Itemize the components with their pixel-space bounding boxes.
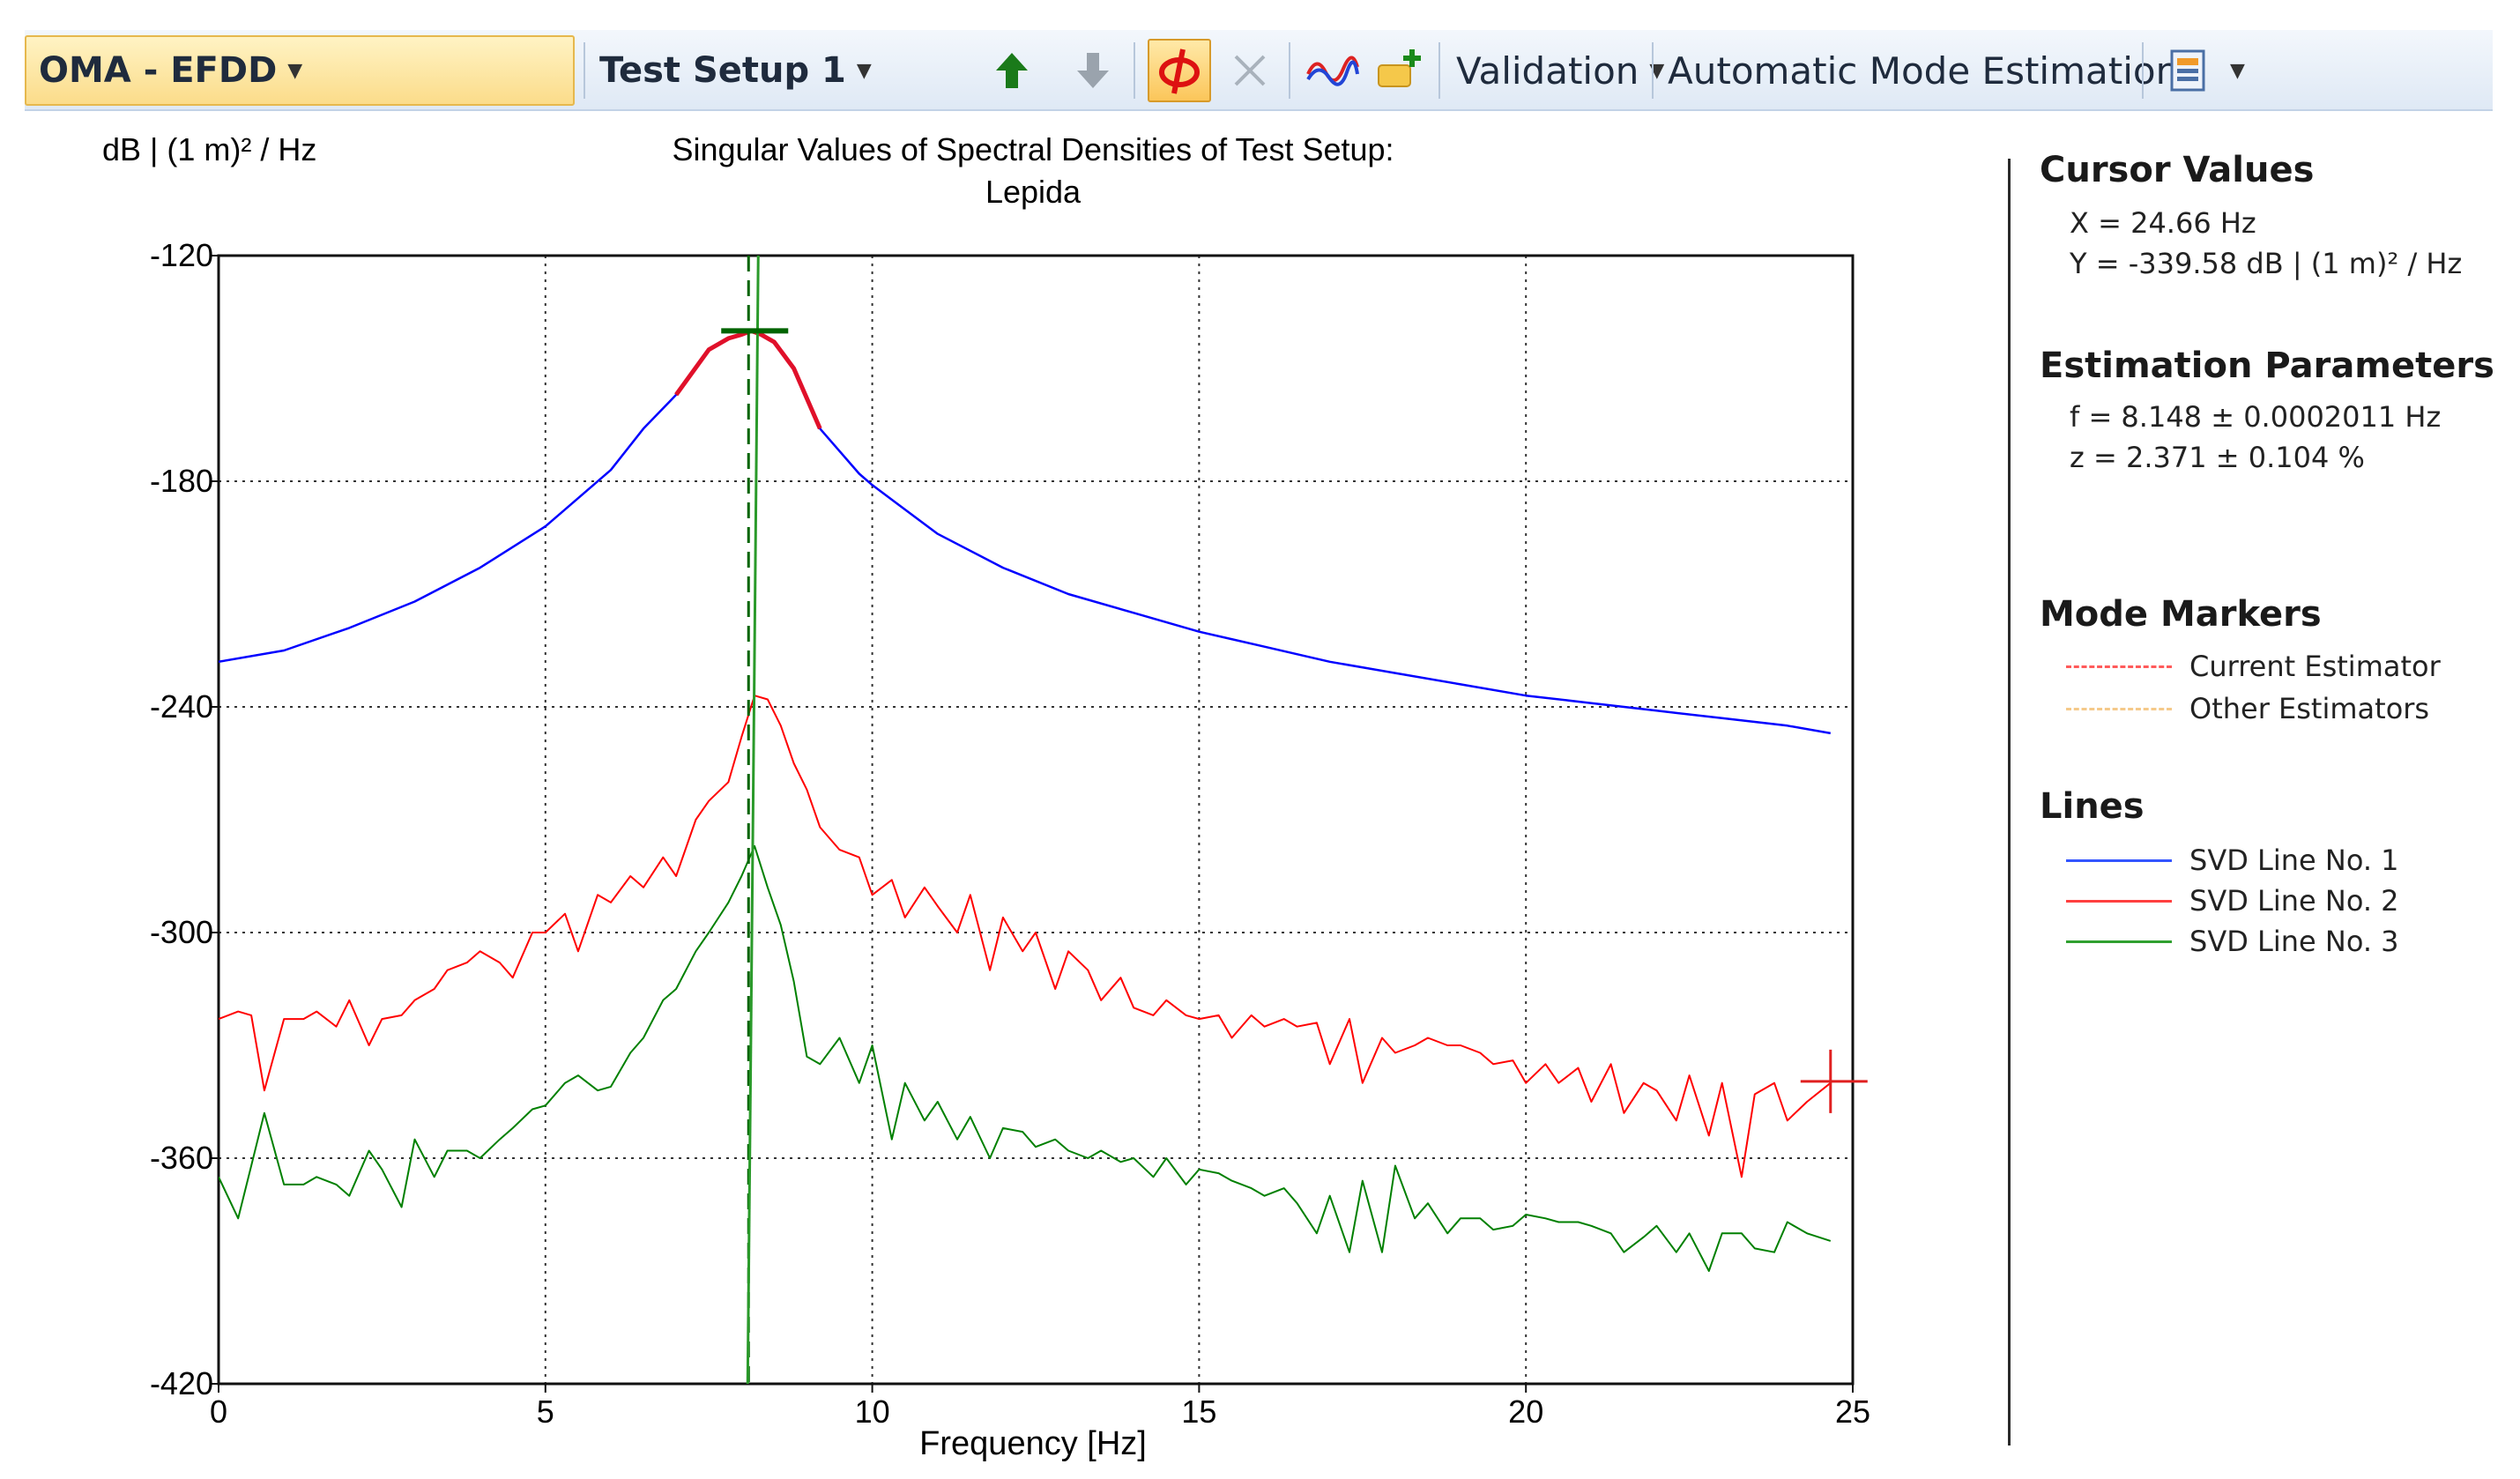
cursor-values-heading: Cursor Values xyxy=(2040,150,2315,190)
y-tick-label: -300 xyxy=(150,914,213,950)
y-axis-unit-label: dB | (1 m)² / Hz xyxy=(102,131,316,167)
estimation-parameters-heading: Estimation Parameters xyxy=(2040,346,2494,386)
svd-line-3 xyxy=(219,844,1832,1272)
mode-estimate-line xyxy=(746,255,760,1385)
toolbar-separator xyxy=(1134,42,1135,99)
cursor-y-value: Y = -339.58 dB | (1 m)² / Hz xyxy=(2070,247,2463,280)
chart-subtitle: Lepida xyxy=(985,174,1082,210)
toolbar: OMA - EFDD ▼ Test Setup 1 ▼ xyxy=(25,30,2493,111)
svd-chart[interactable]: dB | (1 m)² / Hz Singular Values of Spec… xyxy=(0,115,1974,1479)
phi-mode-shape-icon[interactable] xyxy=(1148,39,1211,102)
y-tick-label: -180 xyxy=(150,463,213,499)
report-icon[interactable] xyxy=(2156,39,2219,102)
y-tick-label: -120 xyxy=(150,237,213,273)
legend-label: SVD Line No. 3 xyxy=(2189,925,2399,958)
x-axis-label: Frequency [Hz] xyxy=(919,1425,1147,1462)
setup-dropdown[interactable]: Test Setup 1 ▼ xyxy=(599,30,872,111)
red-line-icon xyxy=(2066,899,2172,903)
add-marker-icon[interactable] xyxy=(1368,39,1431,102)
toolbar-separator xyxy=(584,42,585,99)
x-tick-label: 0 xyxy=(210,1394,227,1430)
blue-line-icon xyxy=(2066,858,2172,862)
arrow-down-icon[interactable] xyxy=(1061,39,1125,102)
dashed-red-line-icon xyxy=(2066,665,2172,668)
x-tick-label: 20 xyxy=(1508,1394,1543,1430)
x-tick-label: 5 xyxy=(537,1394,554,1430)
validation-label: Validation xyxy=(1456,48,1639,93)
toolbar-separator xyxy=(1289,42,1290,99)
estimated-damping: z = 2.371 ± 0.104 % xyxy=(2070,441,2365,474)
legend-label: SVD Line No. 1 xyxy=(2189,844,2399,877)
chevron-down-icon: ▼ xyxy=(856,59,872,82)
toolbar-separator xyxy=(1438,42,1440,99)
setup-dropdown-label: Test Setup 1 xyxy=(599,50,846,91)
svd-lines-icon[interactable] xyxy=(1301,39,1364,102)
y-tick-label: -240 xyxy=(150,688,213,725)
x-tick-label: 15 xyxy=(1181,1394,1216,1430)
lines-heading: Lines xyxy=(2040,786,2145,827)
plot-frame xyxy=(217,254,1855,1386)
toolbar-separator xyxy=(1652,42,1654,99)
panel-divider xyxy=(2008,159,2011,1446)
toolbar-separator xyxy=(2142,42,2144,99)
analysis-dropdown[interactable]: OMA - EFDD ▼ xyxy=(25,35,575,106)
arrow-up-icon[interactable] xyxy=(980,39,1044,102)
legend-current-estimator: Current Estimator xyxy=(2066,649,2441,684)
svd-line-1 xyxy=(219,330,1832,735)
y-tick-label: -420 xyxy=(150,1365,213,1401)
legend-label: Other Estimators xyxy=(2189,692,2430,725)
legend-label: SVD Line No. 2 xyxy=(2189,884,2399,918)
automatic-mode-estimation-button[interactable]: Automatic Mode Estimation xyxy=(1668,30,2179,111)
legend-other-estimators: Other Estimators xyxy=(2066,691,2429,726)
dashed-orange-line-icon xyxy=(2066,707,2172,710)
automatic-mode-estimation-label: Automatic Mode Estimation xyxy=(1668,48,2180,93)
legend-svd-line-2[interactable]: SVD Line No. 2 xyxy=(2066,883,2399,918)
chevron-down-icon[interactable]: ▼ xyxy=(2230,60,2245,82)
delete-x-icon[interactable] xyxy=(1218,39,1282,102)
estimated-frequency: f = 8.148 ± 0.0002011 Hz xyxy=(2070,400,2442,434)
legend-label: Current Estimator xyxy=(2189,650,2441,683)
x-tick-label: 10 xyxy=(855,1394,890,1430)
validation-dropdown[interactable]: Validation ▼ xyxy=(1456,30,1664,111)
chart-title: Singular Values of Spectral Densities of… xyxy=(672,131,1394,167)
y-tick-label: -360 xyxy=(150,1140,213,1176)
mode-markers-heading: Mode Markers xyxy=(2040,594,2322,635)
legend-svd-line-3[interactable]: SVD Line No. 3 xyxy=(2066,924,2399,959)
legend-svd-line-1[interactable]: SVD Line No. 1 xyxy=(2066,843,2399,878)
green-line-icon xyxy=(2066,940,2172,943)
chart-ticks: 0 5 10 15 20 25 -120 -180 -240 -300 -360 -420 xyxy=(150,237,1870,1430)
x-tick-label: 25 xyxy=(1835,1394,1870,1430)
svd-line-2 xyxy=(219,695,1832,1178)
chart-grid xyxy=(219,256,1853,1384)
cursor-x-value: X = 24.66 Hz xyxy=(2070,206,2256,240)
analysis-dropdown-label: OMA - EFDD xyxy=(39,50,278,91)
marker-layer xyxy=(721,255,1868,1385)
chevron-down-icon: ▼ xyxy=(287,59,303,82)
series-layer xyxy=(219,328,1832,1272)
